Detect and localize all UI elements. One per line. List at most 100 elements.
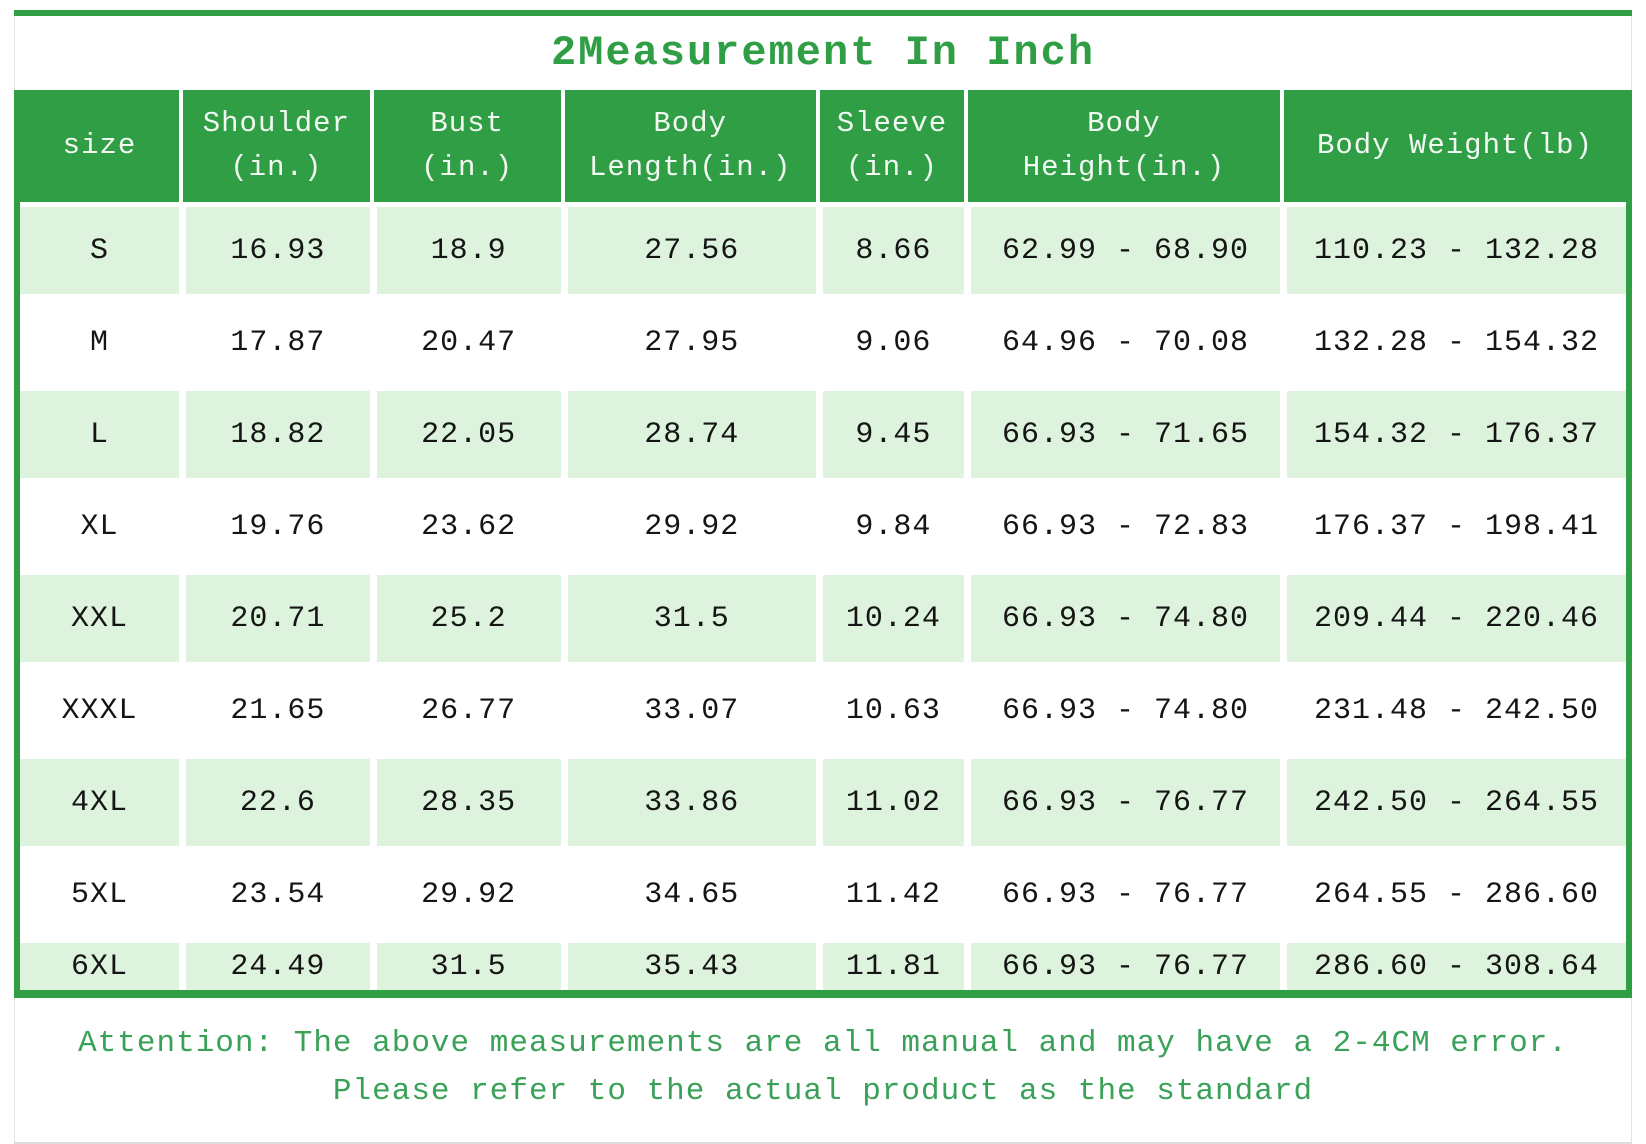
column-header-line: size [62, 129, 137, 162]
table-header-row: size Shoulder (in.) Bust (in.) Body Leng… [20, 90, 1626, 202]
cell-body-height: 66.93 - 72.83 [963, 483, 1280, 570]
column-header-line: Shoulder [202, 107, 350, 140]
cell-body-length: 35.43 [560, 943, 816, 990]
cell-size: XXXL [61, 693, 138, 728]
cell-bust: 28.35 [369, 759, 561, 846]
cell-body-weight: 132.28 - 154.32 [1280, 299, 1626, 386]
size-table: size Shoulder (in.) Bust (in.) Body Leng… [14, 90, 1632, 998]
cell-sleeve: 9.84 [815, 483, 964, 570]
column-header-line: Body Weight(lb) [1316, 129, 1593, 162]
cell-size: 5XL [70, 877, 128, 912]
cell-body-length: 29.92 [560, 483, 816, 570]
cell-bust: 25.2 [369, 575, 561, 662]
cell-body-weight: 231.48 - 242.50 [1280, 667, 1626, 754]
table-row-5xl: 5XL 23.54 29.92 34.65 11.42 66.93 - 76.7… [20, 846, 1626, 938]
cell-body-weight: 176.37 - 198.41 [1280, 483, 1626, 570]
column-header-line: Bust [430, 107, 504, 140]
cell-body-height: 66.93 - 74.80 [963, 575, 1280, 662]
cell-sleeve: 10.24 [815, 575, 964, 662]
attention-note: Attention: The above measurements are al… [14, 998, 1632, 1144]
cell-body-weight: 209.44 - 220.46 [1280, 575, 1626, 662]
table-row-6xl: 6XL 24.49 31.5 35.43 11.81 66.93 - 76.77… [20, 938, 1626, 990]
size-chart-sheet: 2Measurement In Inch size Shoulder (in.)… [14, 10, 1632, 1144]
column-header-line: Body [653, 107, 728, 140]
cell-sleeve: 10.63 [815, 667, 964, 754]
cell-body-length: 27.56 [560, 207, 816, 294]
table-row-xl: XL 19.76 23.62 29.92 9.84 66.93 - 72.83 … [20, 478, 1626, 570]
title-area: 2Measurement In Inch [14, 16, 1632, 90]
cell-shoulder: 17.87 [178, 299, 370, 386]
cell-body-height: 66.93 - 71.65 [963, 391, 1280, 478]
cell-size: 4XL [20, 759, 179, 846]
cell-sleeve: 9.45 [815, 391, 964, 478]
cell-body-length: 34.65 [560, 851, 816, 938]
cell-bust: 31.5 [369, 943, 561, 990]
cell-shoulder: 19.76 [178, 483, 370, 570]
table-row-4xl: 4XL 22.6 28.35 33.86 11.02 66.93 - 76.77… [20, 754, 1626, 846]
cell-body-length: 33.86 [560, 759, 816, 846]
column-header-line: Height(in.) [1022, 151, 1226, 184]
column-header-body-height: Body Height(in.) [963, 90, 1280, 202]
table-row-xxxl: XXXL 21.65 26.77 33.07 10.63 66.93 - 74.… [20, 662, 1626, 754]
column-header-bust: Bust (in.) [369, 90, 561, 202]
column-header-size: size [20, 90, 179, 202]
cell-size: XL [80, 509, 119, 544]
cell-shoulder: 16.93 [178, 207, 370, 294]
column-header-line: Length(in.) [589, 151, 792, 184]
cell-bust: 29.92 [369, 851, 561, 938]
cell-body-height: 66.93 - 76.77 [963, 851, 1280, 938]
column-header-line: (in.) [845, 151, 938, 184]
column-header-line: (in.) [230, 151, 323, 184]
cell-sleeve: 9.06 [815, 299, 964, 386]
cell-shoulder: 18.82 [178, 391, 370, 478]
cell-bust: 23.62 [369, 483, 561, 570]
cell-body-length: 27.95 [560, 299, 816, 386]
cell-shoulder: 20.71 [178, 575, 370, 662]
attention-line-2: Please refer to the actual product as th… [332, 1074, 1314, 1109]
cell-sleeve: 11.81 [815, 943, 964, 990]
column-header-shoulder: Shoulder (in.) [178, 90, 370, 202]
top-accent-bar [14, 10, 1632, 16]
column-header-line: (in.) [421, 151, 514, 184]
cell-body-height: 66.93 - 74.80 [963, 667, 1280, 754]
cell-bust: 26.77 [369, 667, 561, 754]
page-title: 2Measurement In Inch [550, 29, 1096, 77]
cell-shoulder: 24.49 [178, 943, 370, 990]
cell-sleeve: 11.02 [815, 759, 964, 846]
cell-size: M [89, 325, 109, 360]
cell-body-height: 66.93 - 76.77 [963, 943, 1280, 990]
cell-body-length: 31.5 [560, 575, 816, 662]
cell-size: XXL [20, 575, 179, 662]
cell-shoulder: 22.6 [178, 759, 370, 846]
cell-body-length: 28.74 [560, 391, 816, 478]
cell-size: L [20, 391, 179, 478]
table-row-xxl: XXL 20.71 25.2 31.5 10.24 66.93 - 74.80 … [20, 570, 1626, 662]
cell-body-weight: 242.50 - 264.55 [1280, 759, 1626, 846]
table-row-m: M 17.87 20.47 27.95 9.06 64.96 - 70.08 1… [20, 294, 1626, 386]
cell-bust: 22.05 [369, 391, 561, 478]
column-header-body-length: Body Length(in.) [560, 90, 816, 202]
table-row-s: S 16.93 18.9 27.56 8.66 62.99 - 68.90 11… [20, 202, 1626, 294]
cell-body-weight: 286.60 - 308.64 [1280, 943, 1626, 990]
column-header-sleeve: Sleeve (in.) [815, 90, 964, 202]
cell-size: S [20, 207, 179, 294]
cell-body-weight: 110.23 - 132.28 [1280, 207, 1626, 294]
column-header-body-weight: Body Weight(lb) [1280, 90, 1626, 202]
cell-sleeve: 11.42 [815, 851, 964, 938]
column-header-line: Body [1087, 107, 1161, 140]
cell-body-height: 64.96 - 70.08 [963, 299, 1280, 386]
cell-sleeve: 8.66 [815, 207, 964, 294]
cell-shoulder: 23.54 [178, 851, 370, 938]
attention-line-1: Attention: The above measurements are al… [78, 1026, 1568, 1061]
table-row-l: L 18.82 22.05 28.74 9.45 66.93 - 71.65 1… [20, 386, 1626, 478]
cell-shoulder: 21.65 [178, 667, 370, 754]
cell-body-length: 33.07 [560, 667, 816, 754]
cell-bust: 18.9 [369, 207, 561, 294]
cell-body-height: 62.99 - 68.90 [963, 207, 1280, 294]
column-header-line: Sleeve [836, 107, 948, 140]
cell-body-weight: 154.32 - 176.37 [1280, 391, 1626, 478]
cell-body-weight: 264.55 - 286.60 [1280, 851, 1626, 938]
cell-size: 6XL [20, 943, 179, 990]
cell-bust: 20.47 [369, 299, 561, 386]
cell-body-height: 66.93 - 76.77 [963, 759, 1280, 846]
